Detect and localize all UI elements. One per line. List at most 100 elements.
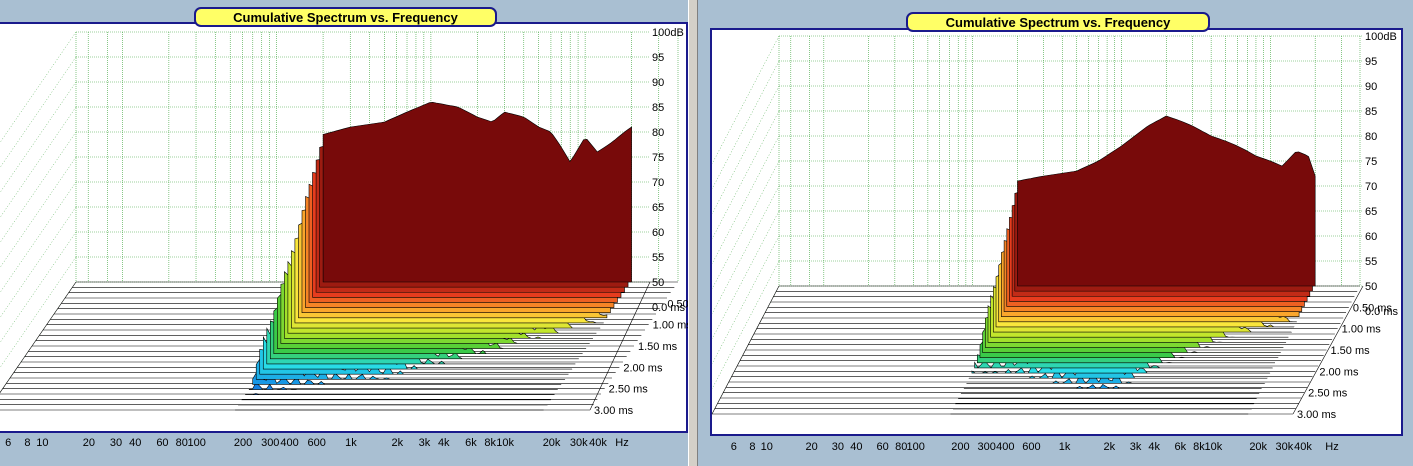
- decay-slices: [235, 101, 632, 411]
- x-tick-label: 4k: [437, 437, 450, 449]
- chart-title: Cumulative Spectrum vs. Frequency: [194, 7, 497, 27]
- x-tick-label: 40k: [1294, 441, 1312, 453]
- x-tick-label: 20: [82, 437, 95, 449]
- x-tick-label: 30: [109, 437, 123, 449]
- window-splitter[interactable]: [688, 0, 698, 466]
- x-tick-label: 30k: [1275, 441, 1294, 453]
- x-tick-label: 40: [129, 437, 142, 449]
- time-tick-label: 2.00 ms: [1319, 366, 1359, 378]
- x-tick-label: 40k: [589, 437, 607, 449]
- time-tick-label: 1.00 ms: [1342, 324, 1382, 336]
- x-tick-label: 300: [261, 437, 280, 449]
- x-tick-label: 400: [996, 441, 1015, 453]
- x-tick-label: 30k: [569, 437, 588, 449]
- db-tick-label: 100dB: [652, 27, 684, 39]
- db-tick-label: 95: [652, 52, 664, 64]
- db-tick-label: 70: [1365, 181, 1377, 193]
- x-tick-label: 3k: [418, 437, 431, 449]
- db-tick-label: 65: [652, 202, 664, 214]
- x-tick-label: 6k: [1174, 441, 1187, 453]
- x-tick-label: 300: [977, 441, 996, 453]
- x-tick-label: 600: [307, 437, 326, 449]
- db-tick-label: 75: [652, 152, 664, 164]
- x-tick-label: 8k: [1193, 441, 1205, 453]
- x-tick-label: 20: [805, 441, 818, 453]
- x-tick-label: 200: [951, 441, 970, 453]
- x-tick-label: 4k: [1148, 441, 1160, 453]
- x-tick-label: 10: [760, 441, 773, 453]
- x-tick-label: 100: [187, 437, 206, 449]
- x-tick-label: 6: [5, 437, 12, 449]
- x-tick-label: 10: [36, 437, 49, 449]
- x-tick-label: 20k: [542, 437, 561, 449]
- decay-slice: [244, 393, 555, 395]
- x-tick-label: 6k: [465, 437, 477, 449]
- db-tick-label: 90: [1365, 81, 1377, 93]
- x-tick-label: 60: [156, 437, 169, 449]
- db-tick-label: 60: [1365, 231, 1377, 243]
- time-tick-label: 1.00 ms: [653, 320, 693, 332]
- x-tick-label: 6: [730, 441, 737, 453]
- x-tick-label: 400: [280, 437, 299, 449]
- x-tick-label: 8: [749, 441, 756, 453]
- db-tick-label: 95: [1365, 56, 1377, 68]
- time-tick-label: 2.50 ms: [609, 384, 649, 396]
- x-tick-label: 30: [831, 441, 844, 453]
- db-tick-label: 80: [1365, 131, 1377, 143]
- x-tick-label: 100: [906, 441, 925, 453]
- db-tick-label: 60: [652, 227, 664, 239]
- x-tick-label: 200: [233, 437, 253, 449]
- decay-slice: [1017, 115, 1316, 287]
- chart-title: Cumulative Spectrum vs. Frequency: [906, 12, 1210, 32]
- db-tick-label: 55: [1365, 256, 1377, 268]
- x-tick-label: 3k: [1129, 441, 1142, 453]
- db-tick-label: 0.0 ms: [1365, 306, 1399, 318]
- decay-slice: [248, 381, 558, 390]
- x-tick-label: 80: [175, 437, 188, 449]
- db-tick-label: 80: [652, 127, 664, 139]
- decay-slice: [252, 371, 562, 385]
- x-unit-label: Hz: [1325, 441, 1339, 453]
- db-tick-label: 0.0 ms: [652, 302, 686, 314]
- db-tick-label: 65: [1365, 206, 1377, 218]
- x-tick-label: 2k: [1103, 441, 1116, 453]
- decay-slice: [963, 384, 1262, 389]
- time-tick-label: 2.50 ms: [1308, 388, 1348, 400]
- x-tick-label: 2k: [391, 437, 404, 449]
- time-tick-label: 2.00 ms: [623, 362, 663, 374]
- x-tick-label: 8: [24, 437, 31, 449]
- decay-slices: [950, 115, 1316, 415]
- time-tick-label: 3.00 ms: [594, 405, 634, 417]
- left-chart-panel: 100dB 95 90 85 80 75 70 65 60 55 50 0.0 ms 0.50 ms 1.…: [0, 0, 707, 466]
- right-chart-panel: 100dB 95 90 85 80 75 70 65 60 55 50 0.0 ms 0.50 ms 1.…: [698, 0, 1413, 466]
- waterfall-chart: 100dB 95 90 85 80 75 70 65 60 55 50 0.0 ms0.50 ms 1.…: [711, 31, 1399, 421]
- x-tick-label: 1k: [345, 437, 357, 449]
- x-tick-label: 40: [850, 441, 863, 453]
- x-tick-label: 20k: [1249, 441, 1268, 453]
- db-tick-label: 50: [652, 277, 664, 289]
- x-unit-label: Hz: [615, 437, 629, 449]
- side-wall-grid: [0, 31, 77, 393]
- db-tick-label: 85: [652, 102, 664, 114]
- side-wall-grid: [711, 35, 780, 415]
- x-tick-label: 10k: [496, 437, 514, 449]
- db-tick-label: 85: [1365, 106, 1377, 118]
- x-tick-label: 80: [895, 441, 908, 453]
- db-tick-label: 75: [1365, 156, 1377, 168]
- db-tick-label: 70: [652, 177, 664, 189]
- x-tick-label: 600: [1022, 441, 1041, 453]
- db-tick-label: 100dB: [1365, 31, 1397, 43]
- decay-slice: [322, 101, 632, 283]
- time-tick-label: 1.50 ms: [638, 341, 678, 353]
- x-tick-label: 60: [876, 441, 889, 453]
- x-tick-label: 8k: [484, 437, 496, 449]
- db-axis-labels: 100dB 95 90 85 80 75 70 65 60 55 50 0.0 ms0.50 ms 1.…: [1297, 31, 1399, 421]
- db-tick-label: 90: [652, 77, 664, 89]
- time-tick-label: 1.50 ms: [1331, 345, 1371, 357]
- db-tick-label: 50: [1365, 281, 1377, 293]
- time-tick-label: 0.50 ms: [1353, 302, 1393, 314]
- x-tick-label: 10k: [1204, 441, 1223, 453]
- time-tick-label: 3.00 ms: [1297, 409, 1337, 421]
